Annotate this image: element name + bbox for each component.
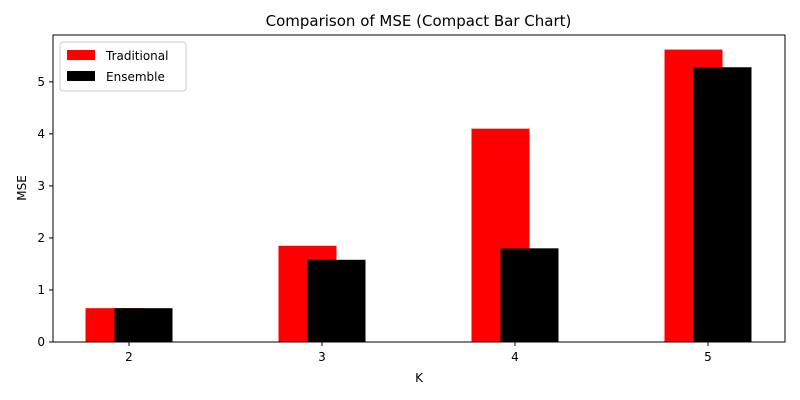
y-axis-label: MSE <box>15 175 29 201</box>
y-tick-label: 4 <box>37 127 45 141</box>
chart-title: Comparison of MSE (Compact Bar Chart) <box>266 12 572 30</box>
bar-ensemble-k4 <box>500 248 559 342</box>
legend-swatch-ensemble <box>67 71 95 81</box>
y-tick-label: 1 <box>37 283 45 297</box>
bar-ensemble-k2 <box>114 308 173 342</box>
x-axis-label: K <box>415 371 424 385</box>
legend-label-ensemble: Ensemble <box>106 70 165 84</box>
y-tick-label: 2 <box>37 231 45 245</box>
y-tick-label: 0 <box>37 335 45 349</box>
bar-ensemble-k5 <box>693 67 752 342</box>
bars-group <box>85 49 752 343</box>
legend-swatch-traditional <box>67 50 95 60</box>
y-tick-label: 3 <box>37 179 45 193</box>
ticks-group: 2 3 4 5 0 1 2 3 4 5 <box>37 75 711 364</box>
x-tick-label: 2 <box>125 350 133 364</box>
legend-label-traditional: Traditional <box>105 49 168 63</box>
plot-frame <box>52 34 786 343</box>
legend: Traditional Ensemble <box>59 41 187 92</box>
x-tick-label: 3 <box>318 350 326 364</box>
x-tick-label: 5 <box>704 350 712 364</box>
bar-ensemble-k3 <box>307 259 366 342</box>
y-tick-label: 5 <box>37 75 45 89</box>
x-tick-label: 4 <box>511 350 519 364</box>
